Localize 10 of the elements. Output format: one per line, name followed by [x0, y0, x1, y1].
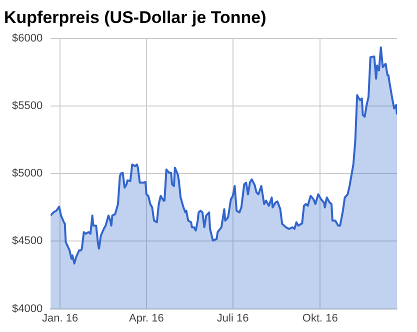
- y-tick-label: $5000: [12, 168, 43, 180]
- x-tick-label: Apr. 16: [129, 312, 164, 324]
- x-tick-label: Jan. 16: [42, 312, 78, 324]
- y-tick-label: $4500: [12, 235, 43, 248]
- y-tick-label: $4000: [12, 302, 43, 315]
- y-tick-label: $6000: [12, 32, 43, 44]
- x-tick-label: Juli 16: [216, 312, 249, 324]
- chart-title: Kupferpreis (US-Dollar je Tonne): [4, 8, 266, 27]
- y-tick-label: $5500: [12, 100, 43, 112]
- x-tick-label: Okt. 16: [302, 312, 338, 324]
